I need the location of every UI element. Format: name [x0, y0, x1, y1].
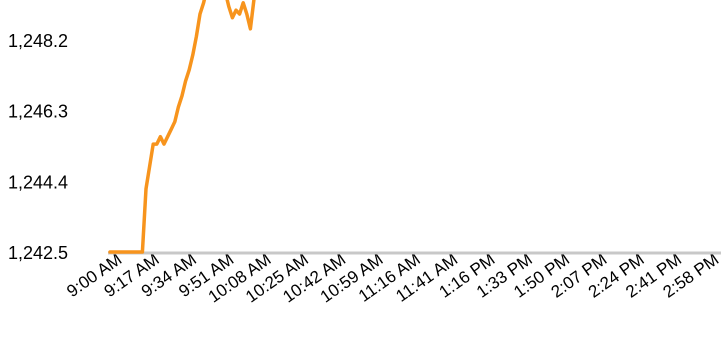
y-tick-label: 1,242.5	[8, 243, 68, 263]
y-axis-labels: 1,242.5 1,244.4 1,246.3 1,248.2	[8, 31, 68, 263]
y-tick-label: 1,246.3	[8, 102, 68, 122]
y-tick-label: 1,244.4	[8, 172, 68, 192]
y-tick-label: 1,248.2	[8, 31, 68, 51]
series-line	[108, 0, 256, 254]
